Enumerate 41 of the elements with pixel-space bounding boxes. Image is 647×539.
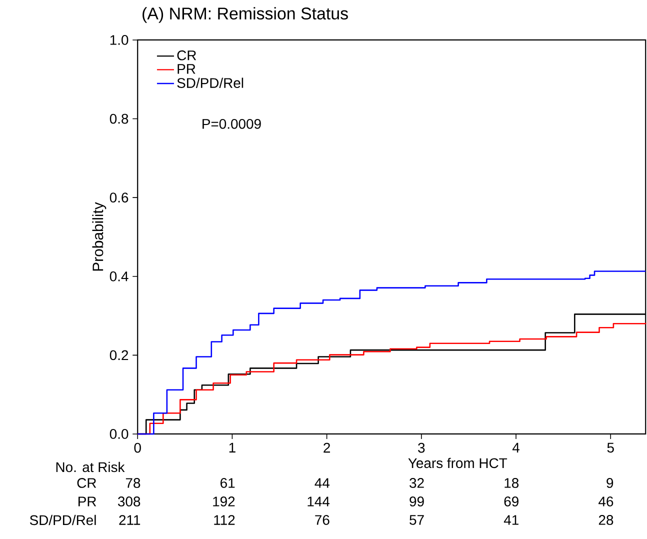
x-tick-label: 0 [134,442,141,453]
text: 308 [118,496,140,506]
y-tick-label: 0.0 [110,429,128,439]
text: 44 [314,478,330,488]
text: 28 [598,515,614,525]
text: 99 [410,496,424,506]
text: 18 [504,478,519,488]
y-axis-title: Probability [92,202,106,271]
y-tick-label: 1.0 [110,35,128,45]
text: 211 [119,515,140,525]
legend-label: SD/PD/Rel [177,78,244,88]
text: 78 [126,478,140,488]
chart-title: (A) NRM: Remission Status [142,7,348,23]
annotation: P=0.0009 [202,118,261,129]
text: 9 [606,478,614,488]
text: 46 [598,496,614,506]
x-tick-label: 5 [607,442,614,453]
text: 32 [410,478,424,488]
text: 61 [220,478,235,488]
x-tick-label: 3 [418,442,425,453]
text: CR [77,478,96,488]
text: No. at Risk [56,462,125,472]
text: 144 [308,496,330,506]
text: SD/PD/Rel [30,514,96,526]
text: 112 [214,515,235,525]
legend-label: CR [177,50,196,60]
y-tick-label: 0.4 [110,271,128,282]
legend-label: PR [178,64,196,74]
text: 76 [315,515,330,525]
x-tick-label: 4 [512,442,520,452]
text: 41 [504,515,518,525]
text: 69 [504,496,518,506]
x-tick-label: 2 [324,442,330,453]
y-tick-label: 0.6 [110,192,128,203]
text: 192 [213,496,235,506]
x-tick-label: 1 [229,442,236,452]
y-tick-label: 0.8 [110,114,128,124]
text: 57 [410,515,424,525]
text: PR [78,496,96,506]
x-axis-title: Years from HCT [408,458,508,468]
y-tick-label: 0.2 [110,350,128,360]
